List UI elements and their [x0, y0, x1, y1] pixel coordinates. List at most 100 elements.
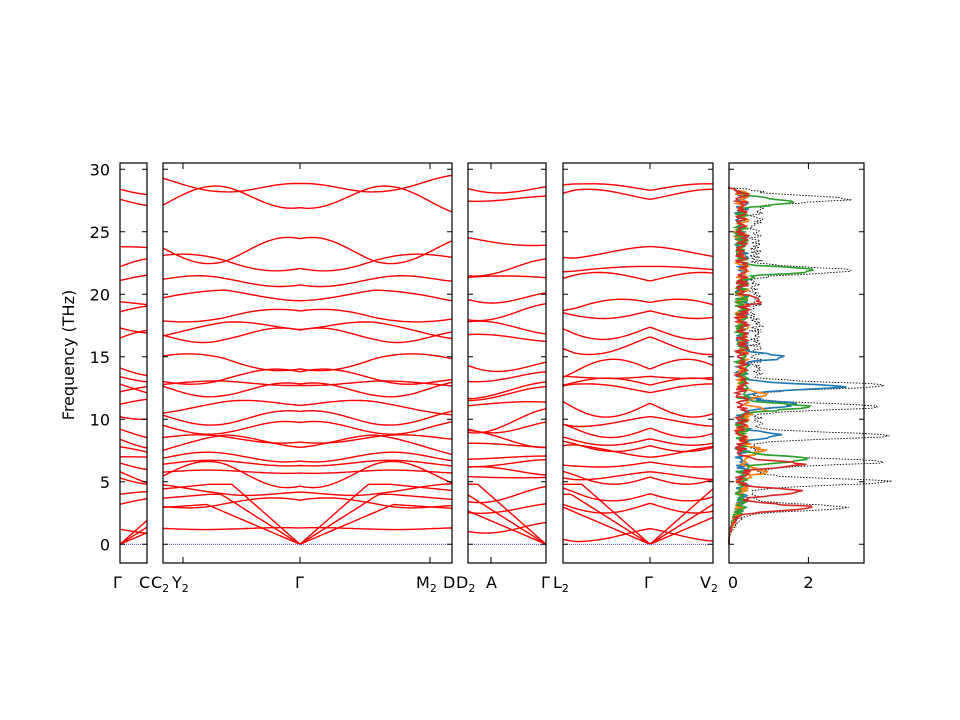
- band-line: [467, 485, 547, 504]
- band-line: [162, 420, 453, 435]
- band-line: [562, 326, 714, 341]
- band-line: [562, 436, 714, 447]
- band-line: [120, 376, 148, 383]
- y-tick-labels: 0 5 10 15 20 25 30: [90, 160, 110, 554]
- band-line: [562, 506, 714, 545]
- panel-frame: [467, 162, 547, 564]
- band-line: [119, 532, 148, 545]
- band-line: [467, 186, 547, 194]
- band-line: [120, 301, 147, 306]
- band-line: [119, 327, 147, 334]
- band-line: [162, 253, 453, 272]
- band-line: [120, 198, 147, 207]
- band-line: [562, 471, 714, 481]
- bands-panel-3: [467, 162, 547, 564]
- band-line: [467, 408, 547, 434]
- band-line: [562, 461, 713, 468]
- band-line: [563, 483, 714, 545]
- band-line: [119, 398, 148, 405]
- band-line: [162, 497, 453, 509]
- xtick-d2: D2: [456, 573, 475, 595]
- band-line: [119, 305, 147, 313]
- y-tick-label: 20: [90, 285, 110, 304]
- y-tick-label: 30: [90, 160, 110, 179]
- band-line: [562, 375, 714, 380]
- band-line: [162, 483, 453, 545]
- band-line: [468, 333, 546, 342]
- band-line: [119, 498, 147, 505]
- band-line: [468, 483, 547, 545]
- band-line: [162, 236, 453, 265]
- band-line: [162, 527, 452, 531]
- band-line: [562, 400, 714, 418]
- band-line: [119, 329, 147, 339]
- dos-projection-line: [728, 186, 813, 545]
- band-line: [468, 458, 547, 468]
- xtick-d-1: D: [443, 573, 455, 592]
- y-tick-label: 10: [90, 410, 110, 429]
- band-line: [162, 185, 453, 213]
- band-line: [562, 265, 714, 273]
- band-line: [467, 466, 546, 476]
- band-line: [467, 303, 547, 322]
- dos-frame: [728, 162, 865, 564]
- band-line: [562, 502, 714, 514]
- band-line: [119, 477, 147, 485]
- band-line: [119, 520, 148, 545]
- band-line: [162, 459, 453, 467]
- xtick-gamma-1: Γ: [113, 573, 122, 592]
- band-line: [467, 275, 546, 279]
- band-line: [119, 367, 147, 377]
- band-line: [162, 380, 453, 387]
- band-line: [162, 321, 453, 340]
- dos-x-tick-label: 2: [803, 573, 813, 592]
- band-line: [468, 195, 546, 202]
- band-line: [119, 258, 148, 268]
- band-line: [562, 188, 713, 200]
- band-line: [162, 409, 453, 426]
- band-line: [162, 381, 453, 398]
- band-line: [119, 462, 147, 471]
- band-line: [162, 451, 453, 463]
- band-line: [162, 353, 453, 372]
- y-tick-label: 5: [100, 473, 110, 492]
- xtick-v2: V2: [700, 573, 718, 595]
- xtick-m2: M2: [416, 573, 437, 595]
- bands-panel-1: [119, 162, 148, 564]
- band-line: [467, 401, 546, 407]
- xtick-l2: L2: [553, 573, 569, 595]
- band-line: [162, 274, 453, 288]
- band-line: [562, 271, 714, 282]
- band-line: [162, 434, 453, 456]
- band-line: [162, 483, 453, 497]
- band-line: [120, 446, 147, 453]
- bands-panel-4: [562, 162, 714, 564]
- band-line: [467, 386, 547, 402]
- band-line: [162, 493, 453, 545]
- band-line: [119, 246, 147, 249]
- band-line: [562, 245, 714, 259]
- band-line: [119, 428, 148, 439]
- band-line: [162, 460, 453, 489]
- band-line: [467, 381, 547, 400]
- xtick-gamma-2: Γ: [295, 573, 304, 592]
- band-line: [563, 493, 714, 545]
- band-line: [119, 490, 147, 495]
- band-line: [562, 358, 714, 378]
- band-line: [162, 327, 453, 344]
- band-line: [162, 289, 453, 302]
- band-line: [467, 292, 547, 304]
- band-line: [467, 521, 547, 534]
- band-line: [119, 274, 148, 282]
- band-line: [562, 415, 714, 428]
- band-line: [562, 298, 714, 312]
- band-line: [467, 237, 546, 247]
- y-axis-label: Frequency (THz): [59, 290, 78, 420]
- band-line: [467, 258, 547, 277]
- panel-frame: [162, 162, 453, 564]
- xtick-gamma-3: Γ: [541, 573, 550, 592]
- xtick-c2: C2: [151, 573, 169, 595]
